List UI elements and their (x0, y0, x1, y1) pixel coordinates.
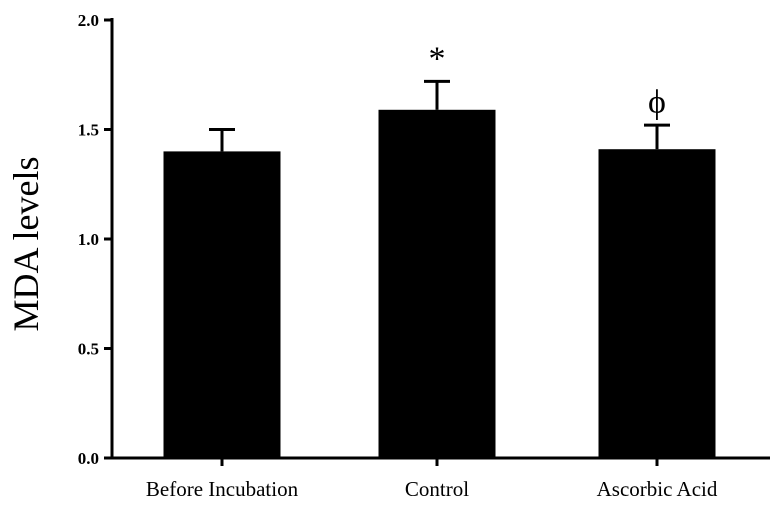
bar-before-incubation (163, 151, 281, 458)
x-tick-label-before-incubation: Before Incubation (146, 477, 299, 501)
y-axis-label: MDA levels (6, 157, 46, 332)
x-tick-label-ascorbic-acid: Ascorbic Acid (597, 477, 718, 501)
bar-ascorbic-acid (598, 149, 716, 458)
y-tick-label-0-0: 0.0 (78, 449, 99, 468)
significance-mark-control: * (429, 40, 446, 77)
bar-control (378, 109, 496, 458)
y-tick-label-1-0: 1.0 (78, 230, 99, 249)
y-tick-label-2-0: 2.0 (78, 11, 99, 30)
significance-mark-ascorbic-acid: ϕ (648, 84, 666, 121)
bars-layer: *ϕ (163, 40, 716, 458)
x-tick-label-control: Control (405, 477, 469, 501)
y-tick-label-0-5: 0.5 (78, 340, 99, 359)
y-tick-label-1-5: 1.5 (78, 121, 99, 140)
axes-layer: Before Incubation Control Ascorbic Acid 0.0… (78, 11, 770, 501)
